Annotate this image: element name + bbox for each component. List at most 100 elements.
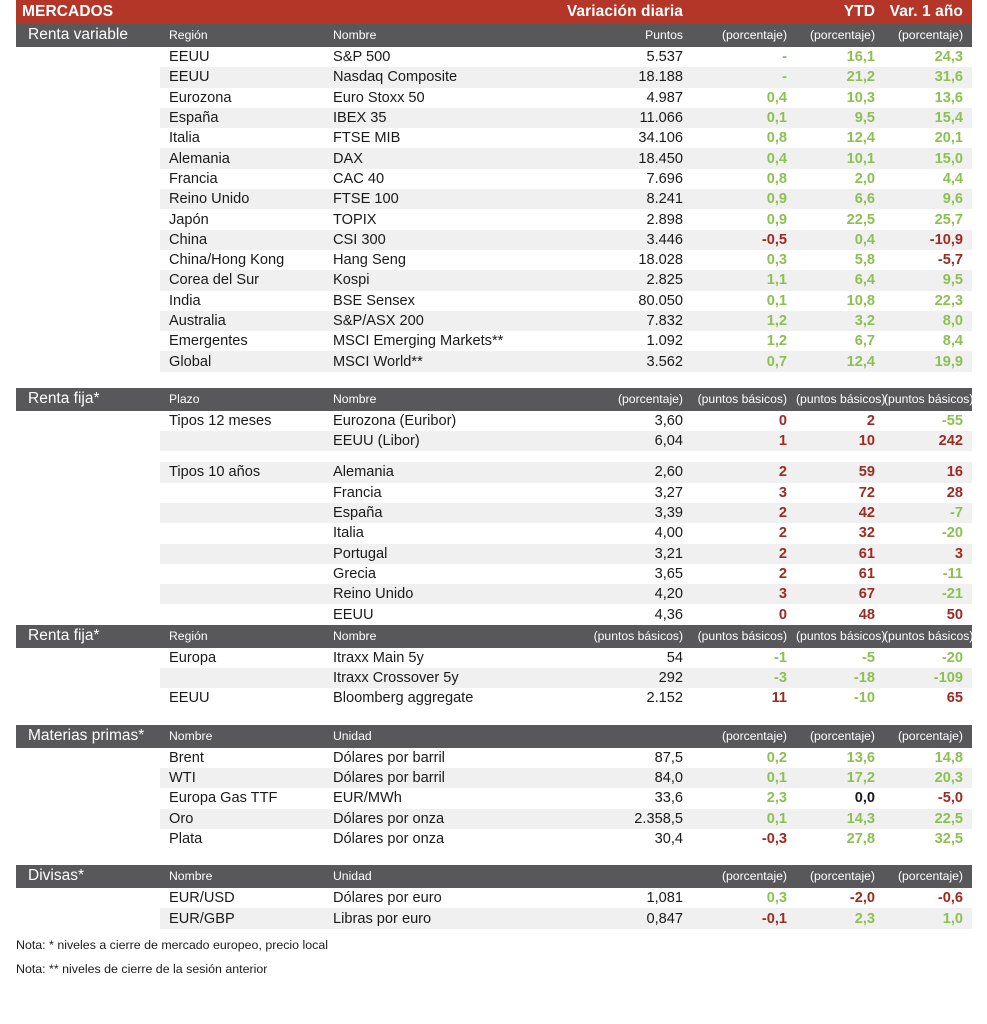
cell-ytd-change: 72 [858,484,875,501]
row-spacer [16,451,972,463]
cell-name: CSI 300 [324,229,529,250]
cell-level: 1,081 [646,890,683,907]
cell-level: 18.450 [528,148,693,169]
cell-daily-change: -0,3 [761,830,787,847]
row-left-pad [16,189,160,210]
row-left-pad [16,828,160,850]
row-left-pad [16,107,160,129]
table-row: Tipos 10 años Alemania 2,60 2 59 16 [16,462,972,483]
cell-name: Dólares por barril [324,767,528,789]
cell-name: Bloomberg aggregate [333,690,474,707]
cell-daily-change: 0,9 [766,211,788,228]
section-label-renta-variable: Renta variable [16,24,160,47]
cell-ytd-change: 14,3 [796,808,884,829]
col-name: Nombre [160,724,324,748]
cell-ytd-change: 67 [796,584,884,605]
cell-daily-change: 2 [778,565,787,582]
cell-daily-change: 0,1 [766,292,788,309]
cell-daily-change: 0,3 [766,252,788,269]
cell-region: EEUU [160,67,324,88]
col-name: Nombre [160,865,324,889]
col-level-unit [528,865,692,889]
col-name: Nombre [324,387,528,411]
table-row: Japón TOPIX 2.898 0,9 22,5 25,7 [16,209,972,230]
table-row: Italia FTSE MIB 34.106 0,8 12,4 20,1 [16,128,972,149]
daily-change-header: Variación diaria [528,0,693,24]
row-left-pad [16,767,160,789]
cell-daily-change: 1,2 [692,310,797,332]
col-daily-unit: (porcentaje) [692,724,796,748]
cell-level: 1.092 [646,333,684,350]
footnote-1: Nota: * niveles a cierre de mercado euro… [16,937,328,952]
cell-level: 18.028 [638,252,684,269]
row-left-pad [16,888,160,909]
cell-region [160,502,324,524]
row-left-pad [16,543,160,564]
col-year-unit: (porcentaje) [884,24,973,47]
cell-region: España [160,107,324,129]
cell-name: Dólares por onza [324,808,528,829]
cell-level: 2.358,5 [528,808,692,829]
cell-level: 4,36 [654,606,683,623]
cell-region: Tipos 12 meses [169,412,272,429]
cell-level: 33,6 [654,790,683,807]
cell-region: Tipos 10 años [160,462,324,483]
cell-level: 5.537 [646,49,684,66]
cell-one-year-change: 22,5 [884,808,972,829]
rates-column-header: Renta fija* Plazo Nombre (porcentaje) (p… [16,387,973,411]
ytd-header-spacer [692,0,797,24]
cell-one-year-change: -5,0 [937,790,963,807]
cell-ytd-change: 17,2 [796,767,884,789]
cell-one-year-change: 242 [884,431,972,452]
cell-ytd-change: 5,8 [854,252,876,269]
cell-ytd-change: 3,2 [796,310,885,332]
cell-one-year-change: -55 [941,412,963,429]
col-daily-unit: (puntos básicos) [692,387,796,411]
col-daily-unit: (puntos básicos) [692,624,796,648]
table-row: Plata Dólares por onza 30,4 -0,3 27,8 32,5 [16,828,972,850]
cell-level: 80.050 [638,292,684,309]
col-ytd-unit: (puntos básicos) [796,387,885,411]
cell-name: S&P/ASX 200 [324,310,529,332]
footnotes: Nota: * niveles a cierre de mercado euro… [16,938,987,976]
credit-rows: Europa Itraxx Main 5y 54 -1 -5 -20 Itraxx Cros… [16,647,972,709]
cell-one-year-change: 4,4 [942,170,964,187]
cell-level: 4,20 [528,584,692,605]
cell-name: IBEX 35 [324,107,529,129]
cell-name: Itraxx Crossover 5y [324,668,528,689]
cell-region [160,604,324,624]
section-label-materias-primas: Materias primas* [16,724,160,748]
col-level: Puntos [528,24,693,47]
cell-name: DAX [324,148,529,169]
cell-name: EEUU (Libor) [324,431,528,452]
cell-one-year-change: -7 [884,502,972,524]
cell-region [160,523,324,543]
credit-table: Renta fija* Región Nombre (puntos básico… [16,624,973,709]
cell-name: EEUU [333,606,374,623]
cell-daily-change: 2 [778,525,787,542]
cell-level: 3,60 [654,412,683,429]
one-year-header: Var. 1 año [884,0,973,24]
cell-ytd-change: 0,4 [796,229,885,250]
equities-column-header: Renta variable Región Nombre Puntos (por… [16,24,973,47]
credit-column-header: Renta fija* Región Nombre (puntos básico… [16,624,973,648]
table-row: Brent Dólares por barril 87,5 0,2 13,6 14,8 [16,747,972,768]
cell-ytd-change: 48 [858,606,875,623]
col-daily-unit: (porcentaje) [692,865,796,889]
cell-region: India [169,292,201,309]
cell-daily-change: -3 [692,668,796,689]
cell-daily-change: 0,7 [692,351,797,372]
table-row: EEUU Bloomberg aggregate 2.152 11 -10 65 [16,688,972,709]
table-row: Eurozona Euro Stoxx 50 4.987 0,4 10,3 13,6 [16,87,972,108]
cell-level: 84,0 [528,767,692,789]
cell-level: 292 [528,668,692,689]
cell-ytd-change: 32 [858,525,875,542]
cell-region: China [160,229,324,250]
cell-name: Libras por euro [324,908,528,929]
cell-one-year-change: 28 [946,484,963,501]
cell-one-year-change: 19,9 [884,351,973,372]
row-left-pad [16,788,160,809]
footnote-2: Nota: ** niveles de cierre de la sesión … [16,961,268,976]
cell-region: Corea del Sur [160,270,324,291]
